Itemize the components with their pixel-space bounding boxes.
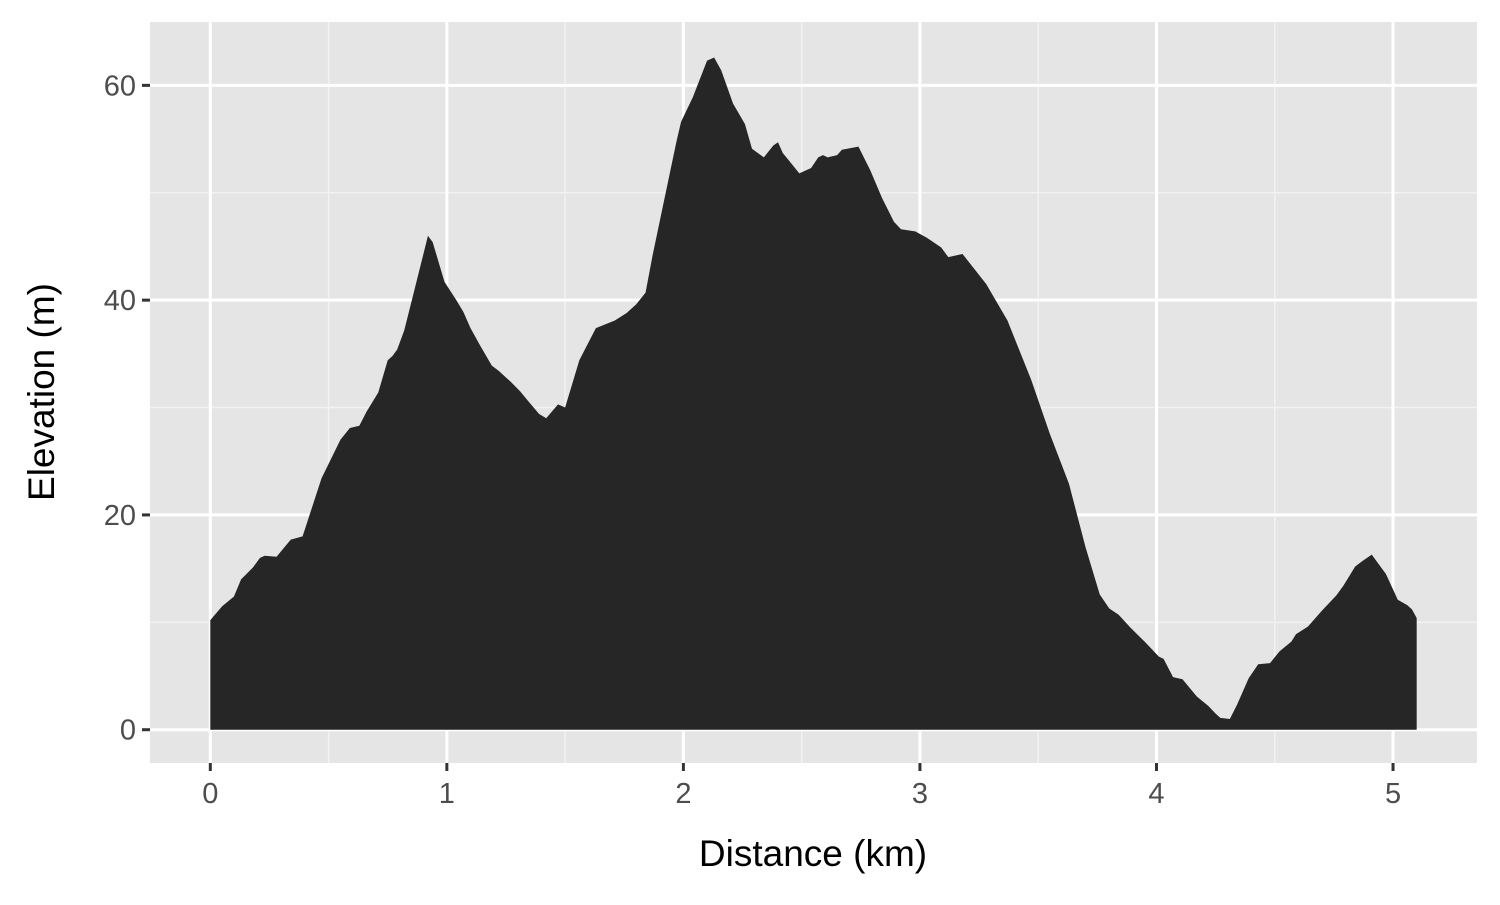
y-tick-label: 60 bbox=[104, 70, 136, 102]
x-tick-label: 5 bbox=[1385, 778, 1401, 810]
area bbox=[210, 57, 1417, 730]
y-tick-label: 40 bbox=[104, 285, 136, 317]
x-tick-label: 2 bbox=[675, 778, 691, 810]
x-tick-label: 1 bbox=[439, 778, 455, 810]
x-tick-label: 4 bbox=[1148, 778, 1164, 810]
y-tick-label: 0 bbox=[120, 715, 136, 747]
x-tick-label: 0 bbox=[202, 778, 218, 810]
marks bbox=[210, 57, 1417, 730]
axes: 0 1 2 3 4 5 0 20 40 60 bbox=[104, 70, 1401, 810]
x-tick-label: 3 bbox=[912, 778, 928, 810]
y-tick-label: 20 bbox=[104, 500, 136, 532]
y-axis-title: Elevation (m) bbox=[21, 283, 62, 501]
x-axis-title: Distance (km) bbox=[699, 833, 927, 874]
